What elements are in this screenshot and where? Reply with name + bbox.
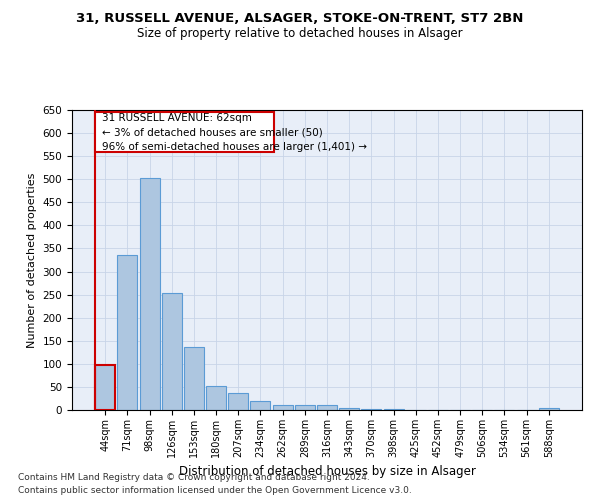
Bar	[162, 293, 182, 410]
X-axis label: Distribution of detached houses by size in Alsager: Distribution of detached houses by size …	[179, 466, 475, 478]
Bar	[339, 408, 359, 410]
Bar	[228, 394, 248, 410]
Text: 31, RUSSELL AVENUE, ALSAGER, STOKE-ON-TRENT, ST7 2BN: 31, RUSSELL AVENUE, ALSAGER, STOKE-ON-TR…	[76, 12, 524, 26]
Bar	[272, 406, 293, 410]
Bar	[95, 365, 115, 410]
Bar	[184, 347, 204, 410]
Y-axis label: Number of detached properties: Number of detached properties	[27, 172, 37, 348]
Text: 31 RUSSELL AVENUE: 62sqm
← 3% of detached houses are smaller (50)
96% of semi-de: 31 RUSSELL AVENUE: 62sqm ← 3% of detache…	[102, 112, 367, 152]
Bar	[539, 408, 559, 410]
Text: Contains HM Land Registry data © Crown copyright and database right 2024.: Contains HM Land Registry data © Crown c…	[18, 474, 370, 482]
Bar	[383, 409, 404, 410]
Bar	[250, 401, 271, 410]
Bar	[140, 178, 160, 410]
Bar	[206, 386, 226, 410]
FancyBboxPatch shape	[95, 112, 274, 152]
Bar	[317, 406, 337, 410]
Bar	[295, 406, 315, 410]
Bar	[95, 365, 115, 410]
Text: Size of property relative to detached houses in Alsager: Size of property relative to detached ho…	[137, 28, 463, 40]
Text: Contains public sector information licensed under the Open Government Licence v3: Contains public sector information licen…	[18, 486, 412, 495]
Bar	[118, 256, 137, 410]
Bar	[361, 409, 382, 410]
